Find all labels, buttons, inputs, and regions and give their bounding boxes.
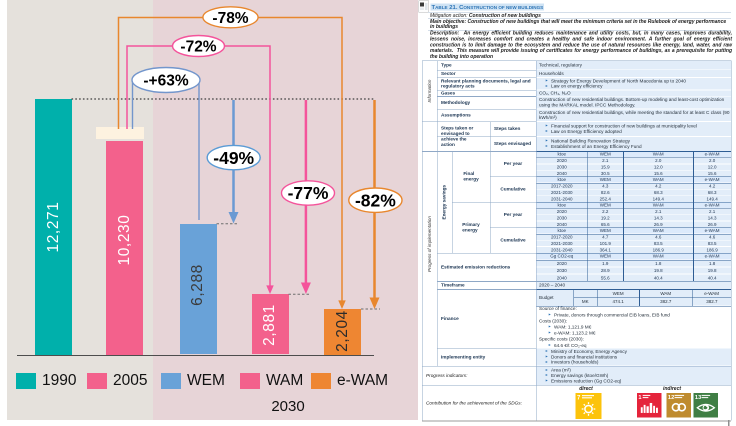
svg-text:1: 1 [638, 395, 641, 401]
svg-text:-49%: -49% [213, 148, 254, 168]
svg-text:12: 12 [668, 395, 674, 401]
svg-text:-72%: -72% [180, 39, 216, 56]
svg-text:-77%: -77% [288, 183, 329, 203]
svg-text:13: 13 [695, 395, 701, 401]
svg-text:-82%: -82% [355, 190, 396, 210]
svg-text:-+63%: -+63% [143, 73, 188, 90]
svg-text:-78%: -78% [212, 10, 248, 27]
svg-text:7: 7 [577, 395, 581, 401]
